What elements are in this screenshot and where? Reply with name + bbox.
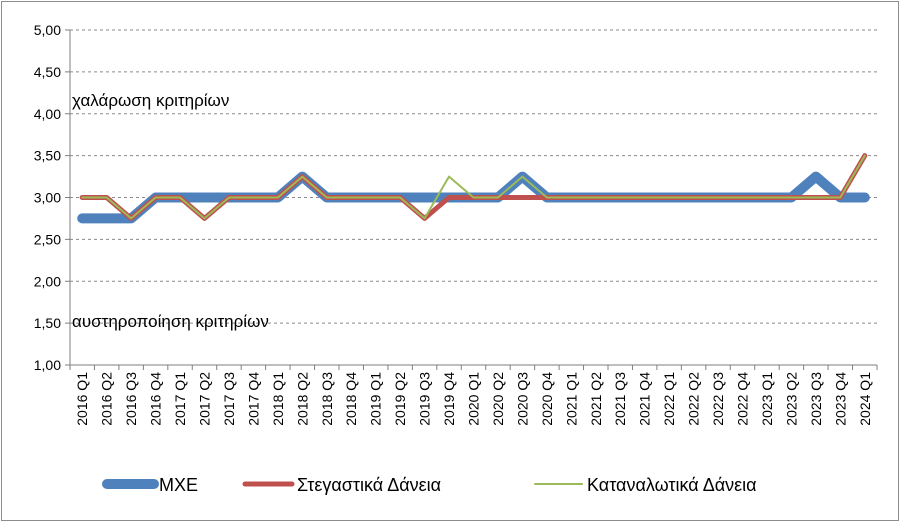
x-tick-label: 2017 Q4 (245, 372, 261, 426)
x-tick-label: 2017 Q3 (221, 372, 237, 426)
x-tick-label: 2023 Q3 (808, 372, 824, 426)
x-tick-label: 2019 Q1 (368, 372, 384, 426)
x-tick-label: 2016 Q1 (74, 372, 90, 426)
x-tick-label: 2023 Q4 (832, 372, 848, 426)
x-tick-label: 2020 Q4 (539, 372, 555, 426)
x-tick-label: 2019 Q4 (441, 372, 457, 426)
annotation-tightening: αυστηροποίηση κριτηρίων (72, 312, 269, 331)
x-tick-label: 2016 Q4 (148, 372, 164, 426)
x-tick-label: 2023 Q2 (783, 372, 799, 426)
x-tick-label: 2020 Q1 (466, 372, 482, 426)
x-tick-label: 2022 Q3 (710, 372, 726, 426)
x-tick-label: 2020 Q2 (490, 372, 506, 426)
y-tick-label: 4,00 (34, 106, 61, 122)
x-tick-label: 2017 Q2 (197, 372, 213, 426)
legend: ΜΧΕ Στεγαστικά Δάνεια Καταναλωτικά Δάνεια (102, 475, 757, 495)
y-tick-label: 2,00 (34, 273, 61, 289)
legend-label-consumer: Καταναλωτικά Δάνεια (587, 475, 757, 495)
x-tick-label: 2017 Q1 (172, 372, 188, 426)
x-tick-label: 2018 Q1 (270, 372, 286, 426)
legend-label-housing: Στεγαστικά Δάνεια (297, 475, 441, 495)
y-tick-label: 1,00 (34, 357, 61, 373)
x-tick-label: 2018 Q2 (294, 372, 310, 426)
x-tick-label: 2024 Q1 (857, 372, 873, 426)
x-tick-label: 2021 Q4 (637, 372, 653, 426)
y-tick-label: 3,00 (34, 190, 61, 206)
x-tick-label: 2018 Q3 (319, 372, 335, 426)
x-tick-label: 2022 Q2 (686, 372, 702, 426)
x-tick-label: 2016 Q2 (99, 372, 115, 426)
x-tick-label: 2023 Q1 (759, 372, 775, 426)
series-line-housing (79, 153, 868, 221)
y-tick-label: 3,50 (34, 148, 61, 164)
y-tick-label: 4,50 (34, 64, 61, 80)
gridlines (65, 29, 877, 366)
y-tick-label: 5,00 (34, 22, 61, 38)
x-tick-label: 2021 Q2 (588, 372, 604, 426)
x-tick-label: 2020 Q3 (514, 372, 530, 426)
y-tick-label: 1,50 (34, 315, 61, 331)
axes (69, 30, 878, 370)
x-tick-labels: 2016 Q1 2016 Q2 2016 Q3 2016 Q4 2017 Q1 2017 … (74, 372, 873, 426)
series-line-consumer (81, 154, 866, 220)
x-tick-label: 2021 Q1 (563, 372, 579, 426)
legend-label-mxe: ΜΧΕ (159, 475, 198, 495)
y-tick-label: 2,50 (34, 231, 61, 247)
series-lines (77, 153, 870, 224)
annotation-easing: χαλάρωση κριτηρίων (72, 91, 229, 110)
x-tick-label: 2019 Q2 (392, 372, 408, 426)
x-tick-label: 2022 Q1 (661, 372, 677, 426)
x-tick-label: 2022 Q4 (735, 372, 751, 426)
x-tick-label: 2019 Q3 (417, 372, 433, 426)
y-tick-labels: 1,00 1,50 2,00 2,50 3,00 3,50 4,00 4,50 5,00 (34, 22, 61, 373)
x-tick-label: 2018 Q4 (343, 372, 359, 426)
x-tick-label: 2016 Q3 (123, 372, 139, 426)
x-tick-label: 2021 Q3 (612, 372, 628, 426)
